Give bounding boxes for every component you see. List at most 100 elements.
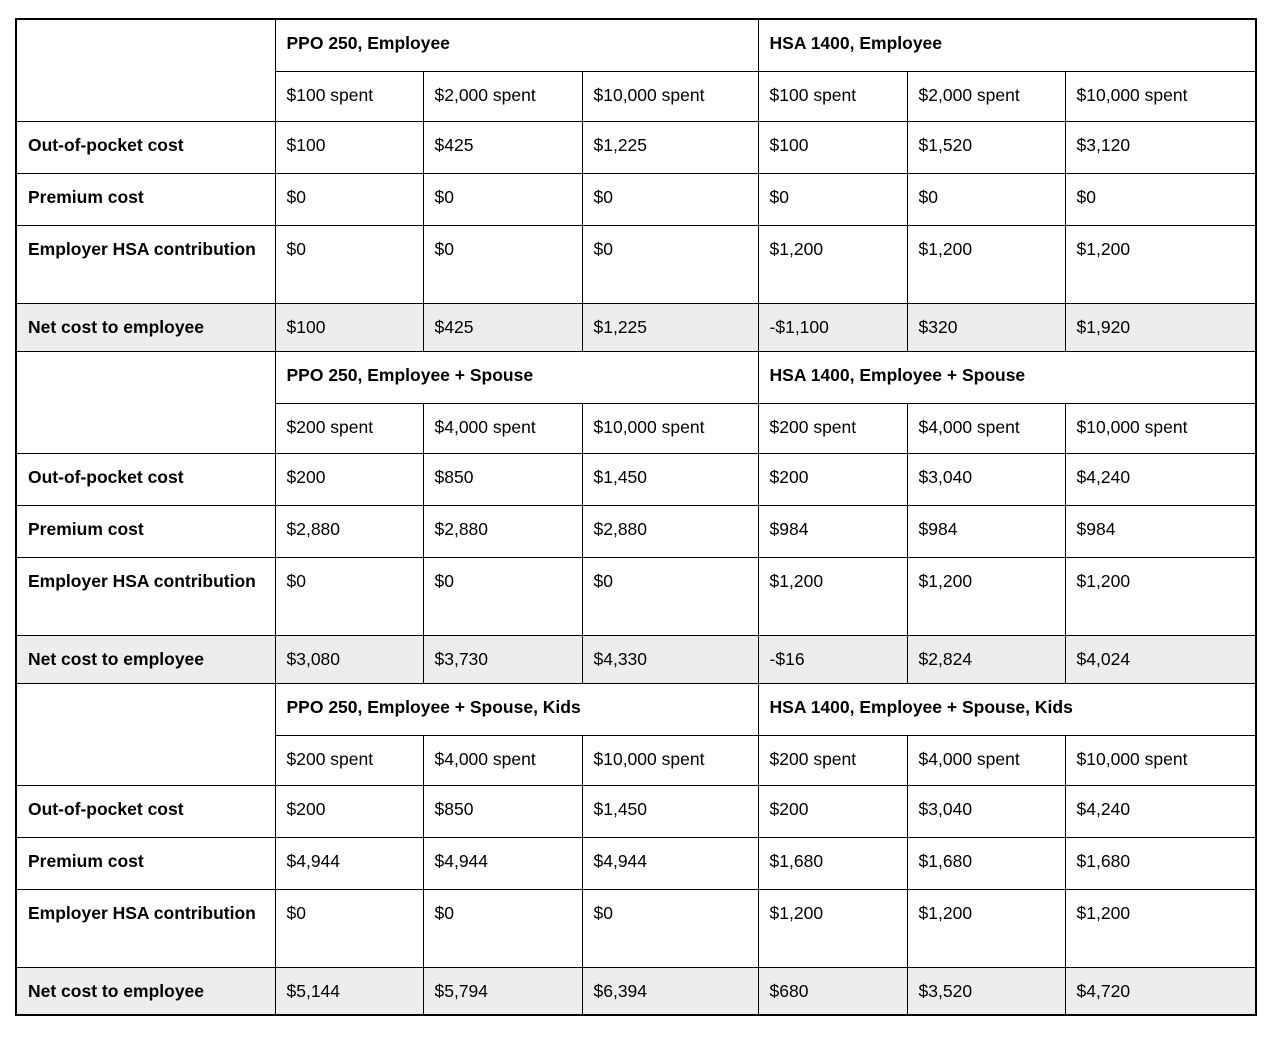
row-label: Net cost to employee (15, 966, 276, 1016)
spent-header-cell: $200 spent (757, 402, 908, 454)
value-cell: $4,944 (422, 836, 583, 890)
value-cell: $0 (581, 888, 759, 968)
value-cell: $6,394 (581, 966, 759, 1016)
value-cell: $0 (274, 556, 424, 636)
value-cell: $1,200 (1064, 556, 1257, 636)
value-cell: $1,200 (906, 556, 1066, 636)
value-cell: $4,720 (1064, 966, 1257, 1016)
spent-header-cell: $200 spent (274, 402, 424, 454)
plan-title-ppo: PPO 250, Employee + Spouse, Kids (274, 682, 759, 736)
premium-row: Premium cost $2,880 $2,880 $2,880 $984 $… (15, 504, 1257, 558)
value-cell: $1,200 (757, 888, 908, 968)
spent-header-row: $200 spent $4,000 spent $10,000 spent $2… (16, 734, 1257, 786)
value-cell: $0 (757, 172, 908, 226)
row-label: Premium cost (15, 504, 276, 558)
premium-row: Premium cost $4,944 $4,944 $4,944 $1,680… (15, 836, 1257, 890)
value-cell: $200 (757, 452, 908, 506)
table-section-employee: PPO 250, Employee HSA 1400, Employee $10… (15, 18, 1257, 352)
value-cell: $0 (581, 224, 759, 304)
value-cell: $2,880 (422, 504, 583, 558)
spent-header-cell: $4,000 spent (422, 734, 583, 786)
plan-title-hsa: HSA 1400, Employee + Spouse, Kids (757, 682, 1257, 736)
row-label: Employer HSA contribution (15, 224, 276, 304)
value-cell: $1,200 (757, 224, 908, 304)
value-cell: $2,880 (581, 504, 759, 558)
spent-header-row: $200 spent $4,000 spent $10,000 spent $2… (16, 402, 1257, 454)
row-label: Out-of-pocket cost (15, 452, 276, 506)
value-cell: $0 (581, 172, 759, 226)
spent-header-cell: $100 spent (274, 70, 424, 122)
value-cell: $425 (422, 302, 583, 352)
value-cell: $1,200 (906, 888, 1066, 968)
out-of-pocket-row: Out-of-pocket cost $100 $425 $1,225 $100… (15, 120, 1257, 174)
plan-title-ppo: PPO 250, Employee (274, 18, 759, 72)
net-cost-row: Net cost to employee $5,144 $5,794 $6,39… (15, 966, 1257, 1016)
value-cell: $1,225 (581, 120, 759, 174)
value-cell: $3,730 (422, 634, 583, 684)
row-label: Out-of-pocket cost (15, 120, 276, 174)
value-cell: $100 (274, 120, 424, 174)
value-cell: $0 (422, 224, 583, 304)
value-cell: $3,120 (1064, 120, 1257, 174)
spent-header-cell: $4,000 spent (906, 402, 1066, 454)
plan-title-hsa: HSA 1400, Employee (757, 18, 1257, 72)
value-cell: $1,450 (581, 452, 759, 506)
value-cell: $1,680 (1064, 836, 1257, 890)
value-cell: $4,330 (581, 634, 759, 684)
value-cell: $4,240 (1064, 784, 1257, 838)
blank-cell (15, 350, 276, 454)
value-cell: $0 (422, 172, 583, 226)
value-cell: $4,944 (581, 836, 759, 890)
spent-header-cell: $2,000 spent (422, 70, 583, 122)
value-cell: $0 (581, 556, 759, 636)
row-label: Out-of-pocket cost (15, 784, 276, 838)
net-cost-row: Net cost to employee $100 $425 $1,225 -$… (15, 302, 1257, 352)
value-cell: $4,024 (1064, 634, 1257, 684)
row-label: Net cost to employee (15, 634, 276, 684)
value-cell: $0 (906, 172, 1066, 226)
row-label: Premium cost (15, 836, 276, 890)
value-cell: $1,200 (757, 556, 908, 636)
value-cell: $1,225 (581, 302, 759, 352)
spent-header-cell: $10,000 spent (581, 70, 759, 122)
value-cell: $2,880 (274, 504, 424, 558)
row-label: Premium cost (15, 172, 276, 226)
spent-header-cell: $10,000 spent (1064, 734, 1257, 786)
table-section-employee-spouse: PPO 250, Employee + Spouse HSA 1400, Emp… (15, 350, 1257, 684)
value-cell: $0 (274, 224, 424, 304)
value-cell: $1,200 (1064, 888, 1257, 968)
out-of-pocket-row: Out-of-pocket cost $200 $850 $1,450 $200… (15, 784, 1257, 838)
value-cell: $984 (757, 504, 908, 558)
value-cell: $1,520 (906, 120, 1066, 174)
value-cell: -$1,100 (757, 302, 908, 352)
plan-header-row: PPO 250, Employee + Spouse HSA 1400, Emp… (15, 350, 1257, 454)
plan-title-hsa: HSA 1400, Employee + Spouse (757, 350, 1257, 404)
value-cell: $1,200 (906, 224, 1066, 304)
value-cell: $200 (274, 452, 424, 506)
value-cell: $0 (274, 172, 424, 226)
plan-header-row: PPO 250, Employee HSA 1400, Employee (15, 18, 1257, 122)
value-cell: $0 (274, 888, 424, 968)
spent-header-row: $100 spent $2,000 spent $10,000 spent $1… (16, 70, 1257, 122)
spent-header-cell: $4,000 spent (906, 734, 1066, 786)
out-of-pocket-row: Out-of-pocket cost $200 $850 $1,450 $200… (15, 452, 1257, 506)
value-cell: $5,144 (274, 966, 424, 1016)
value-cell: $3,520 (906, 966, 1066, 1016)
value-cell: -$16 (757, 634, 908, 684)
value-cell: $320 (906, 302, 1066, 352)
value-cell: $984 (906, 504, 1066, 558)
value-cell: $4,944 (274, 836, 424, 890)
row-label: Net cost to employee (15, 302, 276, 352)
spent-header-cell: $10,000 spent (581, 734, 759, 786)
row-label: Employer HSA contribution (15, 888, 276, 968)
value-cell: $3,080 (274, 634, 424, 684)
value-cell: $1,680 (757, 836, 908, 890)
value-cell: $850 (422, 452, 583, 506)
spent-header-cell: $10,000 spent (1064, 70, 1257, 122)
employer-hsa-row: Employer HSA contribution $0 $0 $0 $1,20… (15, 556, 1257, 636)
value-cell: $100 (274, 302, 424, 352)
spent-header-cell: $10,000 spent (1064, 402, 1257, 454)
spent-header-cell: $200 spent (274, 734, 424, 786)
value-cell: $1,450 (581, 784, 759, 838)
value-cell: $1,200 (1064, 224, 1257, 304)
